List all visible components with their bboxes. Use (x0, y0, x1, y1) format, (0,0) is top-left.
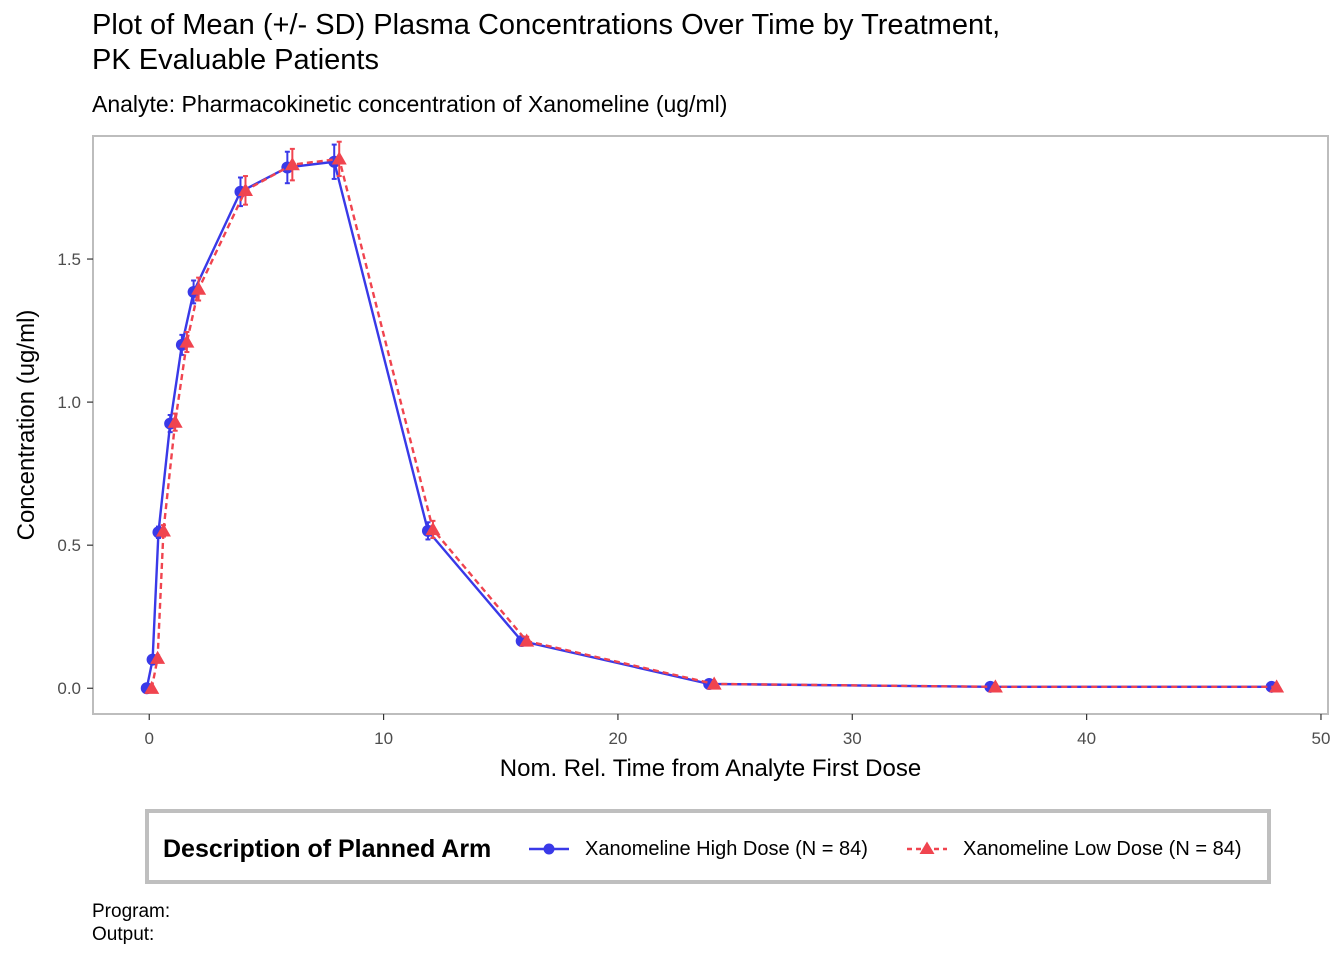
legend: Description of Planned Arm Xanomeline Hi… (145, 809, 1271, 884)
series-layer (140, 140, 1285, 695)
legend-item-high-dose: Xanomeline High Dose (N = 84) (527, 813, 887, 880)
x-tick-label-20: 20 (608, 729, 627, 748)
data-point-low-dose-1 (150, 650, 166, 664)
data-point-low-dose-9 (425, 521, 441, 536)
data-point-low-dose-7 (284, 157, 300, 171)
legend-key-high-dose (529, 843, 569, 855)
legend-key-low-dose (907, 841, 947, 854)
legend-label-low-dose: Xanomeline Low Dose (N = 84) (963, 838, 1242, 860)
chart-title-line-2: PK Evaluable Patients (92, 44, 379, 76)
footer-output-label: Output: (92, 924, 155, 945)
data-point-low-dose-0 (144, 680, 160, 694)
y-axis-title: Concentration (ug/ml) (13, 310, 40, 541)
chart-subtitle: Analyte: Pharmacokinetic concentration o… (92, 91, 728, 117)
x-axis-title: Nom. Rel. Time from Analyte First Dose (500, 755, 921, 782)
axes: 0 10 20 30 40 50 0.0 0.5 1.0 1.5 (57, 135, 1331, 748)
data-point-low-dose-11 (706, 676, 722, 690)
plot-panel-border (92, 135, 1329, 715)
legend-label-high-dose: Xanomeline High Dose (N = 84) (585, 838, 868, 860)
pk-concentration-chart: 0 10 20 30 40 50 0.0 0.5 1.0 1.5 Nom. Rel. Time f… (13, 135, 1331, 782)
x-tick-label-0: 0 (145, 729, 154, 748)
legend-marker-low-dose (919, 841, 935, 854)
series-line-high-dose (145, 160, 1272, 689)
x-tick-label-50: 50 (1312, 729, 1331, 748)
y-tick-label-0: 0.0 (57, 679, 81, 698)
legend-marker-high-dose (543, 843, 555, 855)
data-point-low-dose-2 (155, 523, 171, 537)
y-tick-label-1.5: 1.5 (57, 250, 81, 269)
series-low-dose (144, 140, 1285, 694)
legend-item-low-dose: Xanomeline Low Dose (N = 84) (905, 813, 1267, 880)
series-line-low-dose (150, 157, 1277, 689)
data-point-low-dose-5 (191, 281, 207, 295)
data-point-low-dose-4 (179, 334, 195, 348)
x-tick-label-40: 40 (1077, 729, 1096, 748)
data-point-low-dose-8 (331, 151, 347, 165)
series-high-dose (140, 143, 1278, 695)
data-point-low-dose-6 (237, 182, 253, 196)
data-point-low-dose-10 (519, 633, 535, 647)
footer-program-label: Program: (92, 901, 171, 922)
x-tick-label-10: 10 (374, 729, 393, 748)
data-point-low-dose-12 (987, 679, 1003, 693)
legend-title: Description of Planned Arm (163, 835, 492, 863)
footer: Program: Output: (92, 900, 170, 946)
data-point-low-dose-13 (1269, 679, 1285, 693)
x-tick-label-30: 30 (843, 729, 862, 748)
y-tick-label-0.5: 0.5 (57, 536, 81, 555)
y-tick-label-1: 1.0 (57, 393, 81, 412)
chart-title: Plot of Mean (+/- SD) Plasma Concentrati… (92, 8, 1000, 78)
data-point-low-dose-3 (167, 414, 183, 428)
chart-title-line-1: Plot of Mean (+/- SD) Plasma Concentrati… (92, 9, 1001, 41)
